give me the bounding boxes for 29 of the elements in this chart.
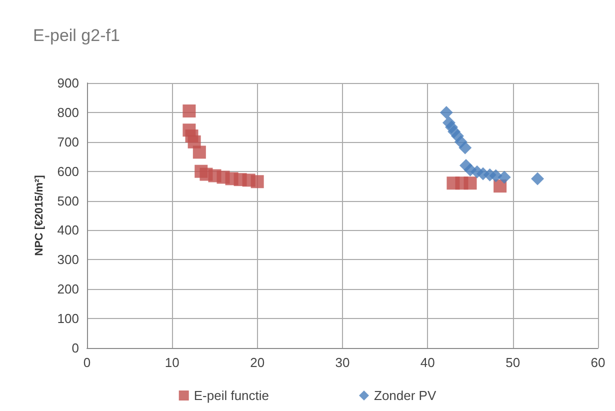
y-tick-label: 700 [57,134,79,150]
chart-title: E-peil g2-f1 [33,26,120,45]
x-tick-label: 30 [335,355,350,370]
point [182,104,196,118]
x-tick-label: 20 [250,355,265,370]
x-tick-label: 50 [506,355,520,370]
point [531,172,544,186]
y-tick-label: 100 [57,311,79,326]
y-tick-label: 900 [57,76,79,90]
y-tick-label: 200 [57,282,79,297]
y-tick-label: 500 [57,193,79,208]
y-axis-title: NPC [€2015/m²] [34,174,46,256]
y-tick-label: 400 [57,222,79,238]
point [464,176,477,190]
point [192,146,206,159]
x-tick-label: 10 [164,355,180,370]
legend-label: E-peil functie [194,388,270,403]
y-tick-label: 0 [72,340,79,356]
point [498,170,511,184]
y-tick-label: 600 [57,164,79,179]
point [440,106,453,119]
legend-label: Zonder PV [374,388,436,403]
x-tick-label: 0 [83,355,91,370]
point [250,175,264,188]
point [458,141,472,154]
y-tick-label: 800 [57,104,79,120]
x-tick-label: 60 [590,355,606,370]
y-tick-label: 300 [57,252,79,268]
x-tick-label: 40 [420,355,435,370]
